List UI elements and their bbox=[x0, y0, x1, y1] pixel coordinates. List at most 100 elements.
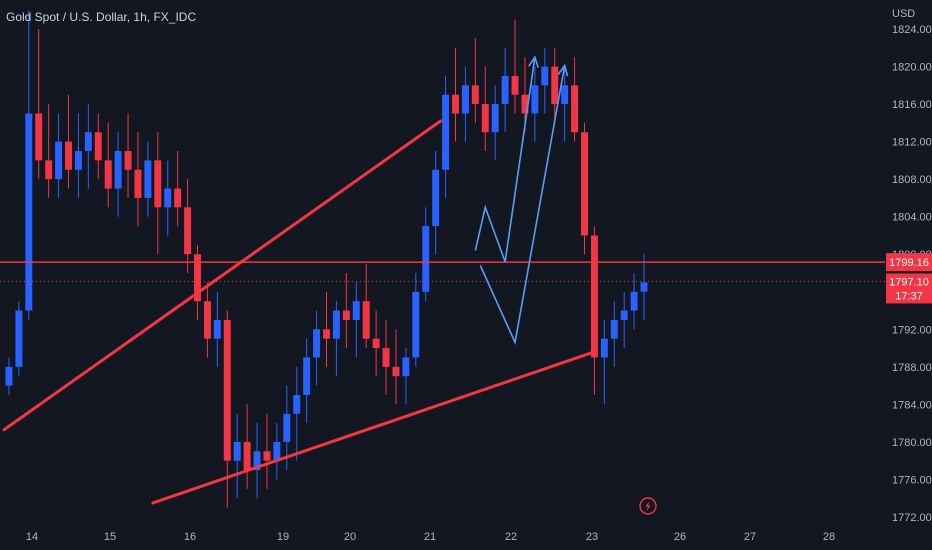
price-tick-label: 1788.00 bbox=[892, 362, 932, 374]
candle-body bbox=[194, 254, 201, 302]
candle-body bbox=[283, 413, 291, 442]
candle-body bbox=[104, 160, 112, 189]
time-tick-label: 26 bbox=[674, 531, 686, 543]
price-tick-label: 1820.00 bbox=[892, 62, 932, 74]
candle-body bbox=[144, 160, 152, 198]
candle-body bbox=[551, 66, 559, 105]
time-tick-label: 28 bbox=[823, 531, 835, 543]
candle-body bbox=[511, 75, 519, 95]
candle-body bbox=[25, 113, 33, 311]
candle-body bbox=[600, 338, 608, 358]
time-tick-label: 20 bbox=[344, 531, 356, 543]
drawings-group bbox=[2, 55, 596, 505]
candle-body bbox=[402, 357, 410, 377]
candle-body bbox=[481, 104, 489, 133]
candle-body bbox=[372, 338, 380, 349]
candle-body bbox=[342, 310, 350, 320]
candle-body bbox=[114, 151, 122, 189]
countdown-label: 17:37 bbox=[895, 290, 923, 302]
candle-body bbox=[452, 94, 459, 114]
candle-body bbox=[352, 301, 360, 320]
price-tick-label: 1792.00 bbox=[892, 324, 932, 336]
candle-body bbox=[55, 141, 63, 180]
candle-body bbox=[293, 395, 301, 414]
candle-body bbox=[94, 132, 102, 161]
candles-group bbox=[5, 10, 648, 508]
candle-body bbox=[362, 301, 370, 339]
time-tick-label: 27 bbox=[744, 531, 756, 543]
time-tick-label: 23 bbox=[586, 531, 598, 543]
candle-body bbox=[630, 291, 638, 311]
candle-body bbox=[412, 291, 420, 358]
candle-body bbox=[233, 441, 241, 461]
candle-body bbox=[15, 310, 23, 367]
candle-body bbox=[74, 151, 82, 170]
price-tick-label: 1808.00 bbox=[892, 174, 932, 186]
projection-path-1 bbox=[474, 57, 536, 263]
candle-body bbox=[581, 132, 588, 236]
horizontal-line-label-bg bbox=[886, 253, 932, 272]
candle-body bbox=[461, 85, 469, 114]
candle-body bbox=[313, 329, 321, 358]
candle-body bbox=[184, 207, 192, 255]
candle-body bbox=[263, 451, 271, 461]
price-tick-label: 1784.00 bbox=[892, 399, 932, 411]
horizontal-line-label: 1799.16 bbox=[889, 257, 929, 269]
candle-body bbox=[332, 310, 340, 339]
candle-body bbox=[392, 366, 400, 377]
time-axis-panel[interactable] bbox=[0, 522, 932, 550]
time-axis: 14 15 16 19 20 21 22 23 26 27 28 bbox=[26, 531, 835, 543]
candle-body bbox=[640, 282, 648, 292]
arrowhead bbox=[528, 55, 539, 68]
price-tick-label: 1780.00 bbox=[892, 437, 932, 449]
upper-trendline bbox=[2, 119, 443, 432]
price-tick-label: 1824.00 bbox=[892, 24, 932, 36]
chart-title: Gold Spot / U.S. Dollar, 1h, FX_IDC bbox=[6, 10, 197, 24]
candle-body bbox=[124, 151, 132, 170]
arrowhead bbox=[557, 63, 569, 77]
horizontal-line-group bbox=[0, 261, 885, 282]
candle-body bbox=[442, 94, 450, 170]
last-price-label-bg bbox=[886, 273, 932, 304]
time-tick-label: 16 bbox=[184, 531, 196, 543]
candle-body bbox=[610, 319, 618, 339]
candle-body bbox=[471, 85, 479, 105]
last-price-label: 1797.10 bbox=[889, 276, 929, 288]
candle-body bbox=[253, 451, 261, 471]
candle-body bbox=[303, 357, 311, 395]
candle-body bbox=[273, 441, 281, 461]
time-tick-label: 19 bbox=[277, 531, 289, 543]
price-tick-label: 1776.00 bbox=[892, 474, 932, 486]
candle-body bbox=[5, 366, 13, 386]
candle-body bbox=[571, 85, 579, 133]
candle-body bbox=[45, 160, 53, 180]
candle-body bbox=[491, 104, 499, 133]
candle-body bbox=[164, 188, 172, 208]
price-tick-label: 1812.00 bbox=[892, 137, 932, 149]
price-labels: 1799.16 1797.10 17:37 bbox=[886, 253, 932, 304]
interval-label: 1h bbox=[133, 10, 147, 24]
currency-label: USD bbox=[892, 8, 916, 20]
candle-body bbox=[432, 169, 440, 227]
candle-body bbox=[65, 141, 72, 170]
candle-body bbox=[382, 348, 390, 367]
candle-body bbox=[84, 132, 92, 151]
candle-body bbox=[501, 75, 509, 105]
candle-body bbox=[154, 160, 162, 208]
price-tick-label: 1772.00 bbox=[892, 512, 932, 524]
candle-body bbox=[213, 319, 221, 339]
exchange-label: FX_IDC bbox=[153, 10, 197, 24]
candle-body bbox=[203, 301, 211, 339]
time-tick-label: 15 bbox=[104, 531, 116, 543]
candle-body bbox=[35, 113, 43, 161]
time-tick-label: 14 bbox=[26, 531, 38, 543]
candle-body bbox=[531, 85, 539, 114]
symbol-title: Gold Spot / U.S. Dollar bbox=[6, 10, 127, 24]
candle-body bbox=[541, 66, 549, 86]
candle-body bbox=[174, 188, 182, 208]
candle-body bbox=[323, 329, 330, 339]
lower-trendline bbox=[151, 350, 596, 505]
candle-body bbox=[243, 441, 251, 471]
lightning-icon[interactable] bbox=[639, 497, 657, 515]
